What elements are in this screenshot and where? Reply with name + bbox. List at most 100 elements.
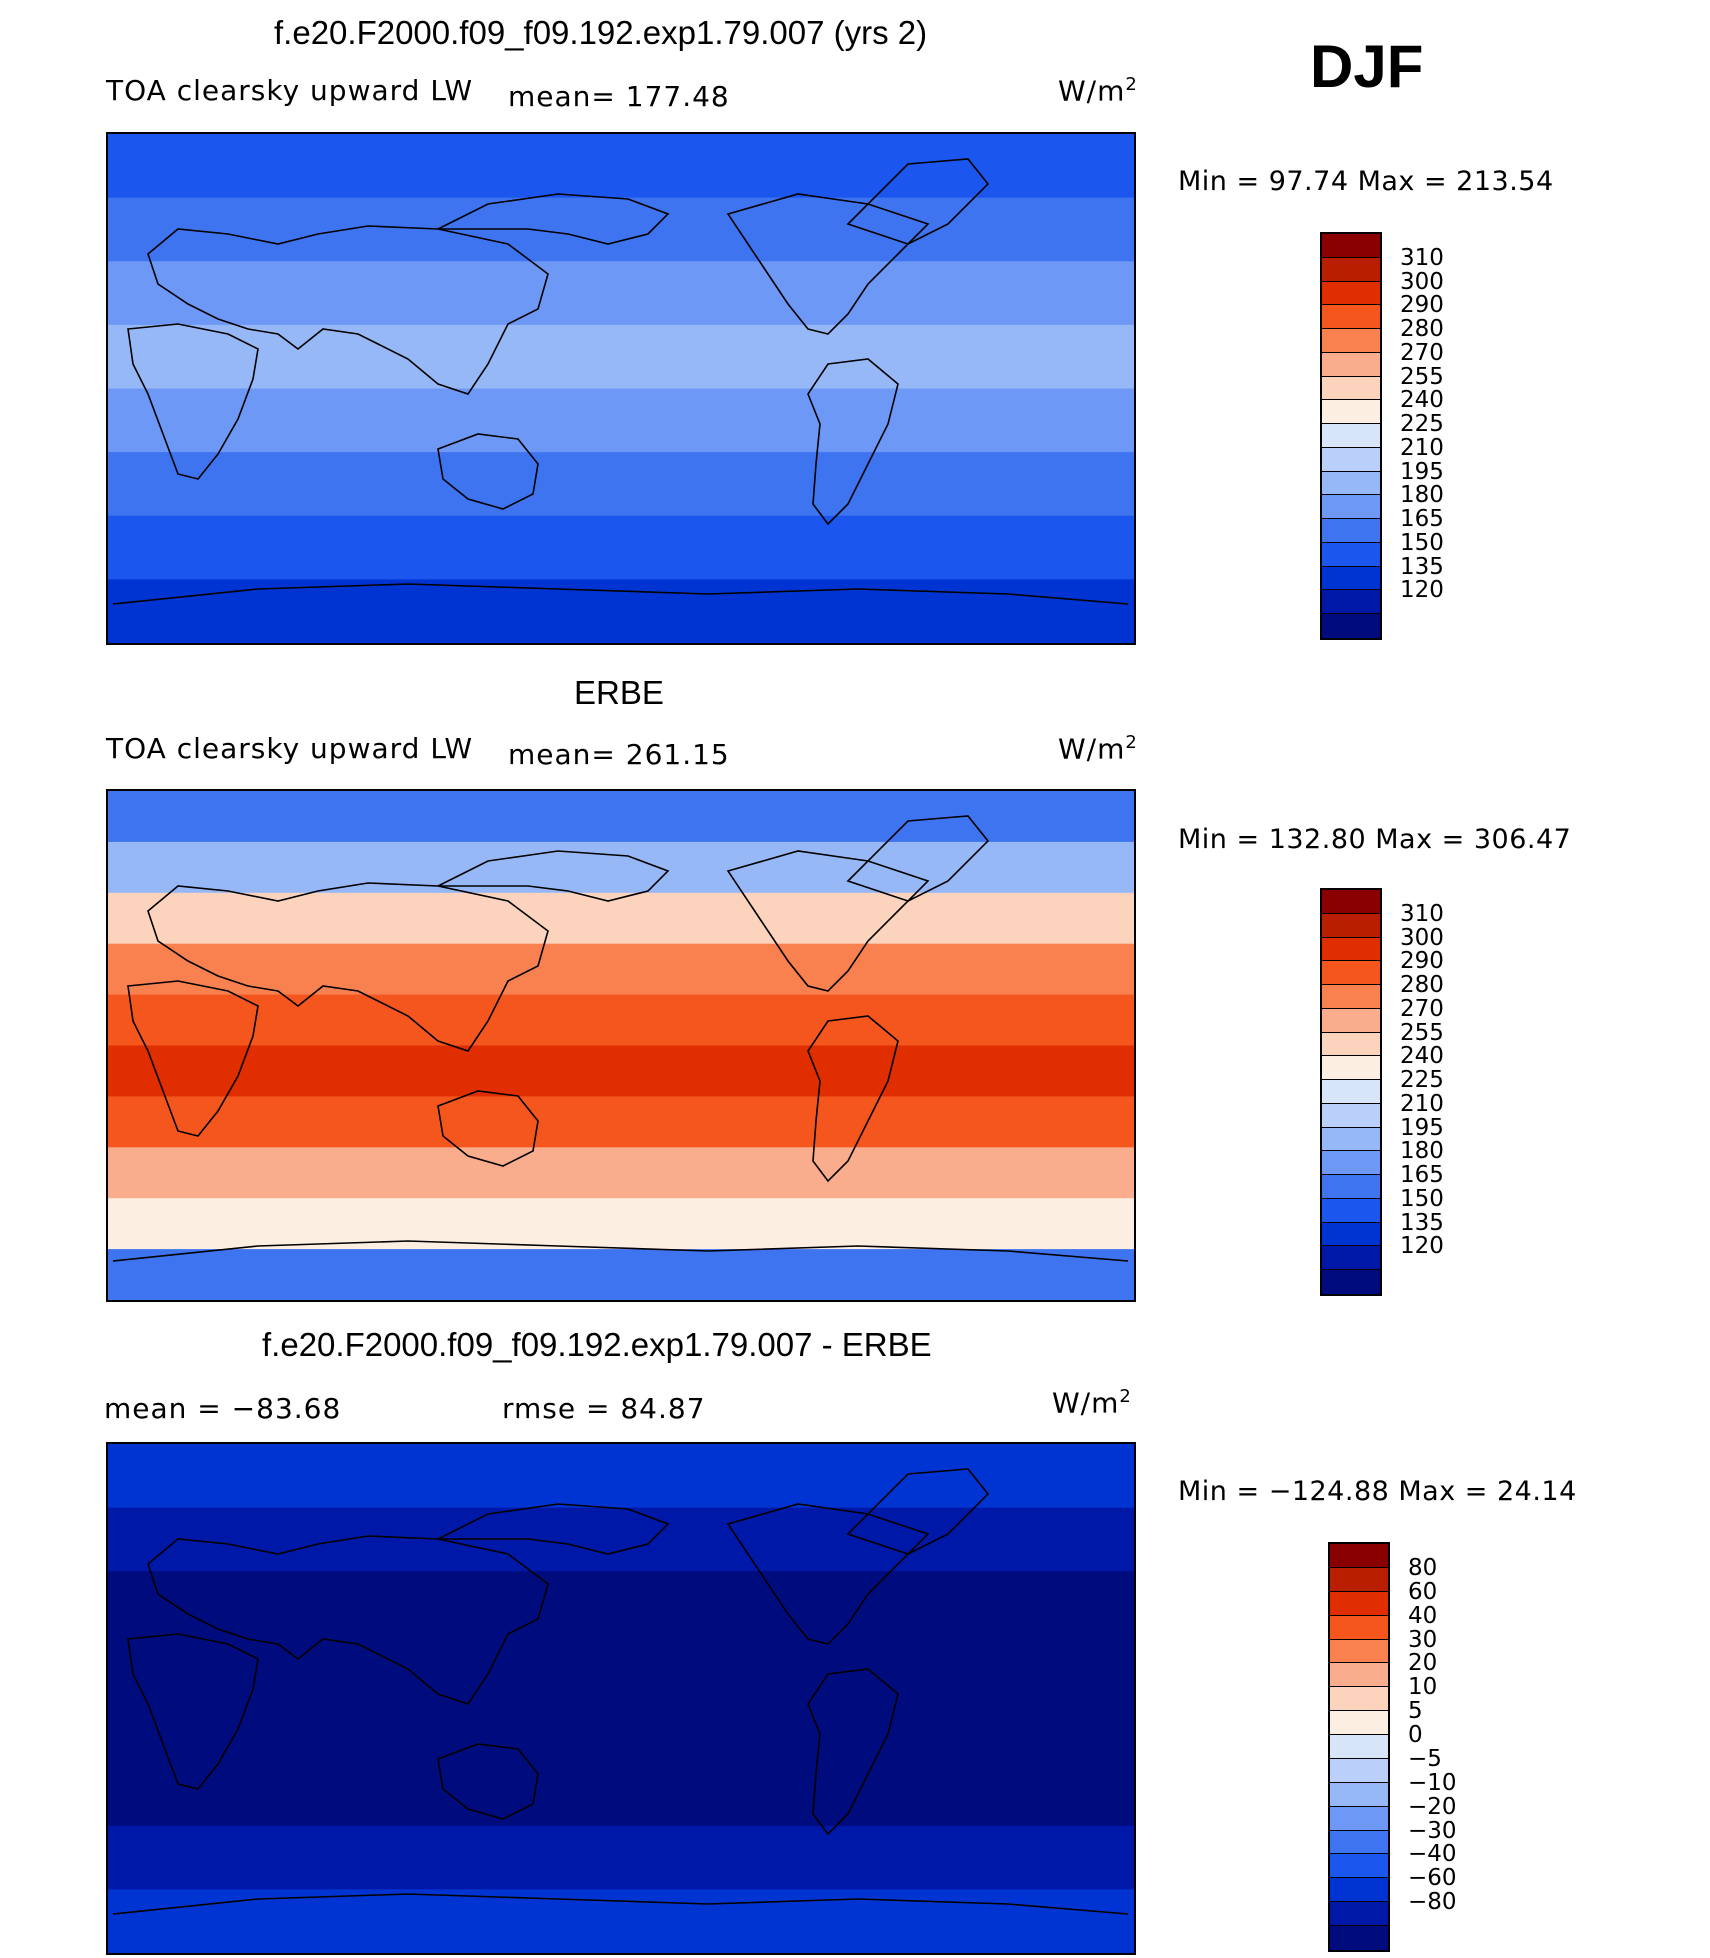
colorbar-tick-label: 165 — [1400, 506, 1444, 533]
coastline — [127, 980, 259, 1137]
colorbar-cell — [1330, 1687, 1388, 1712]
colorbar-tick-label: 300 — [1400, 924, 1444, 951]
coastline — [147, 1535, 549, 1705]
colorbar-tick-label: 255 — [1400, 363, 1444, 390]
coastline — [437, 1503, 670, 1555]
colorbar-tick-label: −5 — [1408, 1745, 1442, 1772]
coastline — [846, 1468, 990, 1555]
coastline — [112, 1893, 1129, 1915]
map-contour-band — [108, 1698, 1134, 1764]
colorbar-cell — [1322, 495, 1380, 519]
map-contour-band — [108, 1825, 1134, 1891]
minmax-label-model: Min = 97.74 Max = 213.54 — [1178, 166, 1554, 197]
minmax-label-diff: Min = −124.88 Max = 24.14 — [1178, 1476, 1577, 1507]
mean-label-diff: mean = −83.68 — [104, 1392, 342, 1425]
colorbar-tick-label: 270 — [1400, 339, 1444, 366]
map-contour-band — [108, 324, 1134, 390]
colorbar-obs — [1320, 888, 1382, 1296]
colorbar-cell — [1322, 1008, 1380, 1033]
units-label-diff: W/m2 — [1052, 1386, 1132, 1420]
colorbar-cell — [1322, 961, 1380, 985]
coastline — [127, 1633, 259, 1790]
map-contour-band — [108, 1249, 1134, 1300]
colorbar-cell — [1330, 1830, 1388, 1855]
colorbar-tick-label: 80 — [1408, 1554, 1438, 1581]
map-contour-band — [108, 261, 1134, 326]
map-obs — [106, 789, 1136, 1302]
mean-label-obs: mean= 261.15 — [508, 738, 730, 771]
colorbar-cell — [1322, 352, 1380, 377]
colorbar-cell — [1322, 1056, 1380, 1080]
map-contour-band — [108, 388, 1134, 454]
map-contour-band — [108, 579, 1134, 643]
colorbar-cell — [1322, 1222, 1380, 1247]
map-contour-band — [108, 892, 1134, 945]
colorbar-cell — [1322, 1127, 1380, 1152]
map-contour-band — [108, 1045, 1134, 1098]
coastline — [846, 158, 990, 245]
colorbar-cell — [1322, 1175, 1380, 1199]
map-contour-band — [108, 791, 1134, 843]
colorbar-tick-label: 280 — [1400, 316, 1444, 343]
colorbar-cell — [1322, 937, 1380, 962]
colorbar-cell — [1322, 566, 1380, 591]
coastline — [147, 882, 549, 1052]
colorbar-tick-label: −30 — [1408, 1817, 1457, 1844]
colorbar-tick-label: 310 — [1400, 244, 1444, 271]
coastline — [807, 1015, 899, 1183]
map-contour-band — [108, 1762, 1134, 1827]
colorbar-cell — [1322, 424, 1380, 448]
coastline — [112, 583, 1129, 605]
map-contour-band — [108, 1096, 1134, 1149]
colorbar-tick-label: 135 — [1400, 1209, 1444, 1236]
map-contour-band — [108, 1889, 1134, 1953]
colorbar-cell — [1322, 542, 1380, 567]
map-contour-band — [108, 197, 1134, 263]
colorbar-tick-label: 240 — [1400, 1043, 1444, 1070]
colorbar-cell — [1330, 1735, 1388, 1759]
map-contour-band — [108, 1198, 1134, 1251]
units-label-model: W/m2 — [1058, 74, 1138, 108]
colorbar-cell — [1330, 1758, 1388, 1783]
map-diff — [106, 1442, 1136, 1955]
colorbar-cell — [1330, 1639, 1388, 1664]
colorbar-cell — [1322, 590, 1380, 614]
colorbar-cell — [1322, 447, 1380, 472]
colorbar-cell — [1322, 1270, 1380, 1294]
map-plot-obs — [108, 791, 1134, 1300]
colorbar-cell — [1322, 1198, 1380, 1223]
variable-label-obs: TOA clearsky upward LW — [106, 732, 474, 765]
map-contour-band — [108, 1571, 1134, 1636]
colorbar-tick-label: −60 — [1408, 1865, 1457, 1892]
colorbar-tick-label: 135 — [1400, 553, 1444, 580]
colorbar-cell — [1322, 1246, 1380, 1270]
colorbar-cell — [1322, 1032, 1380, 1057]
colorbar-cell — [1322, 985, 1380, 1009]
colorbar-tick-label: 280 — [1400, 972, 1444, 999]
colorbar-cell — [1330, 1615, 1388, 1640]
colorbar-diff — [1328, 1542, 1390, 1952]
coastline — [846, 815, 990, 902]
colorbar-tick-label: −40 — [1408, 1841, 1457, 1868]
minmax-label-obs: Min = 132.80 Max = 306.47 — [1178, 824, 1572, 855]
colorbar-cell — [1322, 890, 1380, 914]
colorbar-tick-label: 120 — [1400, 1233, 1444, 1260]
colorbar-cell — [1330, 1663, 1388, 1688]
map-contour-band — [108, 134, 1134, 199]
coastline — [112, 1240, 1129, 1262]
colorbar-tick-label: 120 — [1400, 577, 1444, 604]
colorbar-cell — [1322, 234, 1380, 258]
colorbar-cell — [1330, 1782, 1388, 1807]
colorbar-tick-label: 300 — [1400, 268, 1444, 295]
colorbar-cell — [1322, 257, 1380, 282]
variable-label-model: TOA clearsky upward LW — [106, 74, 474, 107]
rmse-label-diff: rmse = 84.87 — [502, 1392, 706, 1425]
colorbar-tick-label: −80 — [1408, 1889, 1457, 1916]
mean-label-model: mean= 177.48 — [508, 80, 730, 113]
colorbar-cell — [1322, 519, 1380, 543]
colorbar-cell — [1322, 471, 1380, 496]
colorbar-cell — [1330, 1854, 1388, 1879]
map-contour-band — [108, 943, 1134, 996]
map-contour-band — [108, 515, 1134, 581]
season-label: DJF — [1310, 33, 1424, 100]
